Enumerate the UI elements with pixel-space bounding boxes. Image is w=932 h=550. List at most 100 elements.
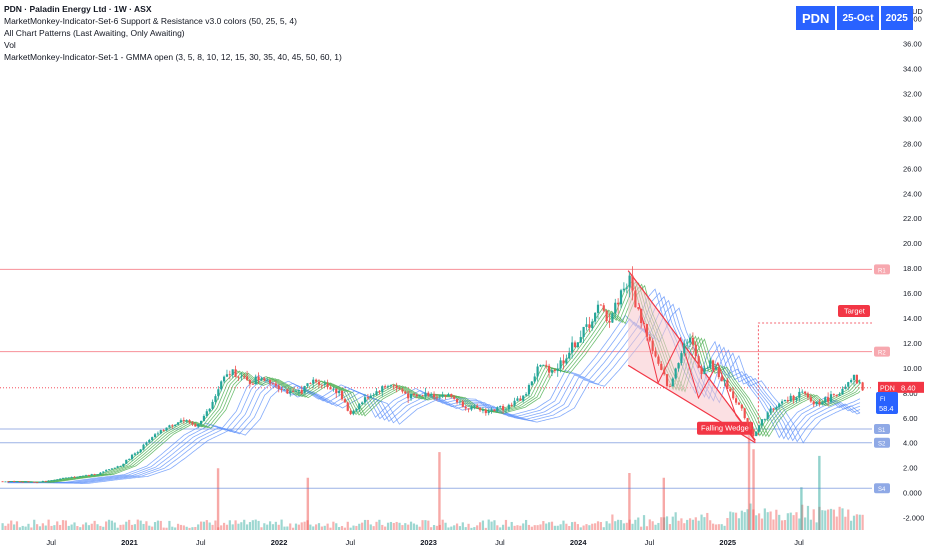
candle-body	[268, 379, 272, 384]
volume-bar	[202, 521, 206, 530]
candle-body	[757, 425, 761, 432]
indicator-line-vol[interactable]: Vol	[4, 40, 16, 50]
volume-bar	[637, 517, 640, 530]
candle-body	[415, 394, 418, 397]
target-label-box	[838, 304, 870, 317]
volume-bar	[709, 520, 712, 530]
candle-body	[700, 367, 703, 375]
candle-body	[585, 324, 588, 327]
candle-body	[499, 406, 502, 408]
candle-body	[136, 452, 139, 454]
candle-body	[559, 360, 562, 369]
candle-body	[53, 479, 56, 481]
volume-bar	[608, 523, 611, 530]
fi-tag	[876, 392, 898, 414]
candle-body	[130, 454, 134, 460]
candle-body	[418, 395, 421, 397]
volume-bar	[499, 527, 502, 530]
candle-body	[24, 481, 27, 483]
volume-bar	[352, 525, 355, 530]
volume-bar	[47, 519, 50, 530]
candle-body	[82, 475, 85, 477]
volume-spike-bar	[662, 477, 666, 530]
x-axis-tick-label: 2022	[271, 538, 288, 547]
volume-bar	[829, 508, 833, 530]
indicator-line-sr[interactable]: MarketMonkey-Indicator-Set-6 Support & R…	[4, 16, 297, 26]
candle-body	[381, 386, 384, 392]
volume-bar	[4, 525, 7, 530]
candle-body	[490, 409, 493, 411]
volume-bar	[755, 515, 758, 530]
candle-body	[827, 397, 830, 402]
candle-body	[755, 431, 758, 437]
candle-body	[389, 385, 393, 387]
volume-bar	[703, 517, 706, 530]
volume-bar	[654, 524, 657, 530]
candle-body	[444, 394, 447, 396]
volume-bar	[355, 525, 358, 530]
volume-bar	[378, 519, 381, 530]
volume-bar	[168, 520, 171, 530]
candle-body	[151, 437, 154, 440]
indicator-line-patterns[interactable]: All Chart Patterns (Last Awaiting, Only …	[4, 28, 185, 38]
candle-body	[323, 383, 326, 385]
volume-bar	[205, 520, 208, 530]
candle-body	[795, 397, 798, 401]
candle-body	[222, 376, 226, 382]
candle-body	[861, 382, 864, 391]
candle-body	[217, 389, 220, 397]
candle-body	[691, 337, 695, 345]
candle-body	[395, 385, 398, 389]
candle-body	[165, 427, 168, 431]
candle-body	[829, 394, 833, 402]
candle-body	[47, 480, 50, 482]
volume-spike-bar	[438, 452, 441, 530]
candle-body	[645, 324, 649, 337]
volume-bar	[824, 510, 827, 530]
candle-body	[631, 275, 634, 291]
volume-bar	[435, 525, 439, 530]
indicator-line-gmma[interactable]: MarketMonkey-Indicator-Set-1 - GMMA open…	[4, 52, 342, 62]
volume-bar	[38, 526, 42, 530]
candle-body	[421, 395, 424, 397]
volume-bar	[148, 525, 151, 530]
candle-body	[605, 310, 608, 321]
candle-body	[844, 386, 847, 389]
volume-bar	[763, 508, 766, 530]
candle-body	[766, 412, 769, 420]
candle-body	[513, 400, 516, 406]
volume-bar	[461, 522, 464, 530]
support-tag-label: S1	[878, 428, 886, 434]
volume-bar	[622, 523, 625, 530]
volume-bar	[795, 512, 798, 530]
volume-bar	[542, 521, 545, 530]
volume-bar	[553, 525, 556, 530]
volume-spike-bar	[306, 477, 310, 530]
candle-body	[338, 390, 341, 394]
volume-bar	[375, 521, 378, 530]
candle-body	[369, 395, 372, 399]
volume-bar	[588, 525, 591, 530]
candle-body	[266, 379, 269, 381]
gmma-fast-line	[7, 284, 861, 483]
volume-bar	[366, 519, 369, 530]
candle-body	[809, 397, 812, 402]
candle-body	[542, 364, 545, 366]
candle-body	[501, 406, 505, 411]
volume-bar	[243, 519, 246, 530]
volume-bar	[277, 524, 280, 530]
candle-body	[838, 394, 841, 396]
volume-bar	[473, 527, 476, 530]
volume-bar	[447, 527, 450, 530]
volume-bar	[723, 525, 726, 530]
candle-body	[821, 402, 824, 404]
volume-bar	[159, 520, 162, 530]
candle-body	[289, 391, 292, 394]
volume-bar	[67, 525, 70, 530]
y-axis-tick-label: 2.00	[903, 464, 918, 473]
volume-bar	[266, 524, 269, 530]
volume-bar	[740, 510, 743, 530]
candle-body	[703, 368, 706, 375]
volume-bar	[105, 521, 108, 530]
